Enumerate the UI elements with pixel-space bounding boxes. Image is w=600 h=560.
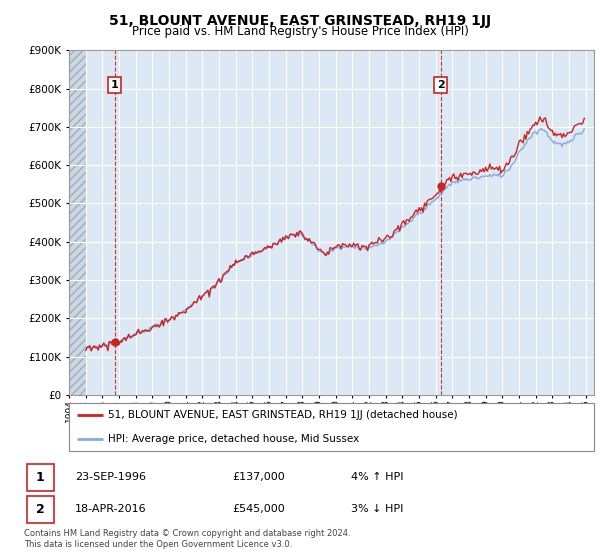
Text: 1: 1 [111, 80, 119, 90]
Text: £137,000: £137,000 [233, 472, 286, 482]
Text: 51, BLOUNT AVENUE, EAST GRINSTEAD, RH19 1JJ (detached house): 51, BLOUNT AVENUE, EAST GRINSTEAD, RH19 … [109, 410, 458, 420]
Text: 18-APR-2016: 18-APR-2016 [75, 505, 146, 515]
Text: Contains HM Land Registry data © Crown copyright and database right 2024.
This d: Contains HM Land Registry data © Crown c… [24, 529, 350, 549]
Text: 1: 1 [36, 471, 45, 484]
Text: 51, BLOUNT AVENUE, EAST GRINSTEAD, RH19 1JJ: 51, BLOUNT AVENUE, EAST GRINSTEAD, RH19 … [109, 14, 491, 28]
FancyBboxPatch shape [27, 496, 54, 523]
Text: 3% ↓ HPI: 3% ↓ HPI [351, 505, 403, 515]
Text: 2: 2 [437, 80, 445, 90]
Text: 2: 2 [36, 503, 45, 516]
FancyBboxPatch shape [69, 403, 594, 451]
Text: £545,000: £545,000 [233, 505, 286, 515]
Text: 23-SEP-1996: 23-SEP-1996 [75, 472, 146, 482]
Text: Price paid vs. HM Land Registry's House Price Index (HPI): Price paid vs. HM Land Registry's House … [131, 25, 469, 38]
Text: 4% ↑ HPI: 4% ↑ HPI [351, 472, 404, 482]
Text: HPI: Average price, detached house, Mid Sussex: HPI: Average price, detached house, Mid … [109, 434, 359, 444]
Polygon shape [69, 50, 86, 395]
FancyBboxPatch shape [27, 464, 54, 491]
